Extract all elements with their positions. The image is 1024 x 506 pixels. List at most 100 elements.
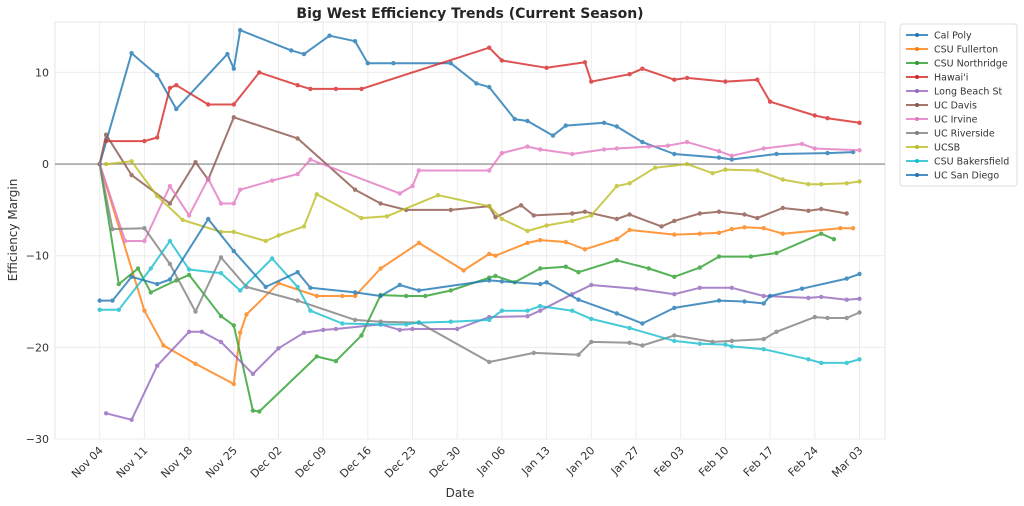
data-point-ucsb — [723, 167, 728, 172]
data-point-hawai-i — [627, 72, 632, 77]
data-point-hawai-i — [499, 58, 505, 63]
data-point-uc-davis — [129, 172, 134, 178]
data-point-ucsb — [710, 171, 715, 176]
data-point-hawai-i — [487, 45, 492, 50]
data-point-long-beach-st — [844, 297, 849, 302]
x-tick-label: Feb 24 — [786, 444, 821, 479]
data-point-csu-fullerton — [627, 227, 632, 233]
data-point-ucsb — [314, 192, 319, 197]
data-point-long-beach-st — [199, 329, 204, 334]
x-tick-label: Nov 11 — [114, 444, 151, 481]
data-point-csu-bakersfield — [857, 357, 862, 362]
data-point-csu-northridge — [404, 293, 409, 299]
data-point-uc-davis — [780, 205, 785, 211]
data-point-ucsb — [589, 213, 594, 218]
data-point-uc-davis — [493, 215, 498, 220]
legend-item-csu-northridge: CSU Northridge — [906, 59, 1008, 70]
data-point-cal-poly — [550, 133, 556, 138]
data-point-ucsb — [806, 182, 811, 187]
data-point-csu-fullerton — [314, 293, 319, 299]
legend-item-csu-bakersfield: CSU Bakersfield — [906, 157, 1009, 168]
data-point-uc-san-diego — [767, 293, 773, 299]
data-point-csu-northridge — [359, 333, 364, 338]
x-tick-label: Dec 02 — [248, 444, 285, 481]
y-tick-label: 0 — [42, 158, 49, 171]
data-point-hawai-i — [308, 86, 313, 92]
data-point-ucsb — [627, 181, 632, 186]
data-point-csu-fullerton — [780, 231, 785, 236]
data-point-uc-irvine — [186, 213, 192, 218]
data-point-cal-poly — [474, 81, 479, 86]
data-point-uc-irvine — [761, 146, 766, 151]
data-point-csu-northridge — [423, 293, 428, 299]
y-tick-label: −10 — [26, 250, 49, 263]
data-point-csu-bakersfield — [627, 325, 632, 331]
data-point-uc-riverside — [729, 338, 734, 344]
data-point-uc-irvine — [646, 144, 651, 149]
data-point-uc-san-diego — [487, 278, 492, 283]
data-point-ucsb — [103, 161, 109, 167]
data-point-uc-riverside — [531, 350, 536, 356]
data-point-csu-fullerton — [244, 312, 249, 317]
data-point-hawai-i — [767, 99, 773, 104]
data-point-hawai-i — [142, 138, 147, 144]
data-point-cal-poly — [289, 48, 294, 53]
data-point-hawai-i — [295, 83, 300, 88]
data-point-csu-bakersfield — [844, 360, 849, 366]
data-point-csu-fullerton — [231, 381, 236, 387]
legend-marker — [915, 75, 919, 79]
data-point-csu-northridge — [116, 281, 122, 287]
data-point-uc-davis — [167, 201, 173, 206]
data-point-hawai-i — [684, 75, 690, 81]
data-point-uc-davis — [672, 218, 677, 224]
data-point-csu-northridge — [135, 266, 141, 271]
data-point-uc-irvine — [538, 147, 543, 152]
data-point-long-beach-st — [729, 285, 734, 290]
data-point-csu-fullerton — [340, 293, 345, 299]
data-point-uc-irvine — [269, 178, 275, 183]
data-point-uc-riverside — [774, 329, 779, 334]
data-point-csu-fullerton — [742, 225, 747, 230]
data-point-uc-irvine — [614, 146, 619, 151]
data-point-csu-fullerton — [614, 237, 619, 242]
legend-label: UC Davis — [934, 101, 977, 112]
x-axis-label: Date — [446, 486, 475, 500]
data-point-ucsb — [359, 215, 364, 221]
x-tick-label: Dec 16 — [337, 444, 374, 481]
data-point-long-beach-st — [301, 330, 307, 335]
data-point-csu-bakersfield — [404, 322, 409, 327]
data-point-csu-fullerton — [672, 232, 677, 237]
data-point-uc-san-diego — [761, 301, 766, 306]
data-point-cal-poly — [129, 51, 134, 56]
data-point-csu-northridge — [563, 264, 568, 269]
data-point-csu-fullerton — [761, 226, 766, 231]
data-point-ucsb — [570, 218, 575, 224]
data-point-ucsb — [487, 204, 492, 209]
data-point-uc-irvine — [684, 139, 690, 145]
data-point-csu-bakersfield — [487, 317, 492, 323]
x-tick-label: Dec 30 — [427, 444, 464, 481]
data-point-csu-bakersfield — [295, 284, 300, 290]
data-point-uc-irvine — [729, 153, 734, 158]
data-point-uc-irvine — [167, 183, 173, 189]
legend-label: CSU Fullerton — [934, 45, 998, 56]
data-point-csu-bakersfield — [806, 357, 811, 362]
data-point-uc-san-diego — [499, 279, 505, 284]
data-point-uc-irvine — [206, 176, 211, 181]
data-point-csu-northridge — [831, 237, 837, 242]
data-point-csu-fullerton — [142, 308, 147, 313]
data-point-uc-san-diego — [544, 280, 549, 285]
data-point-cal-poly — [512, 116, 517, 122]
data-point-csu-bakersfield — [186, 267, 192, 272]
data-point-cal-poly — [391, 61, 396, 66]
legend-marker — [915, 145, 919, 149]
x-tick-label: Mar 03 — [829, 444, 865, 480]
legend-label: CSU Northridge — [934, 59, 1008, 70]
data-point-uc-san-diego — [672, 305, 677, 311]
legend-label: Hawai'i — [934, 73, 968, 84]
data-point-hawai-i — [155, 135, 160, 140]
legend-marker — [915, 131, 919, 135]
data-point-ucsb — [653, 165, 658, 170]
series-line-uc-davis — [98, 116, 847, 228]
